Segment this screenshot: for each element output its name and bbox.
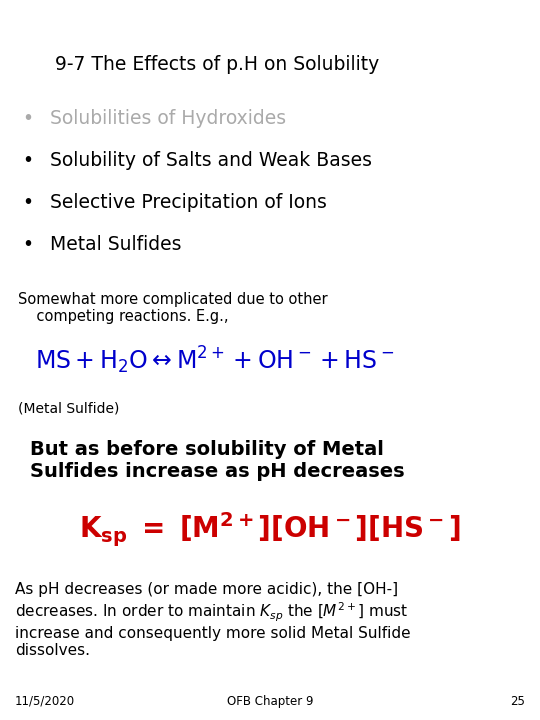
Text: (Metal Sulfide): (Metal Sulfide) (18, 401, 119, 415)
Text: As pH decreases (or made more acidic), the [OH-]
decreases. In order to maintain: As pH decreases (or made more acidic), t… (15, 582, 410, 658)
Text: Solubility of Salts and Weak Bases: Solubility of Salts and Weak Bases (50, 150, 372, 169)
Text: $\rm MS + H_2O \leftrightarrow M^{2+} + OH^- + HS^-$: $\rm MS + H_2O \leftrightarrow M^{2+} + … (35, 344, 394, 376)
Text: OFB Chapter 9: OFB Chapter 9 (227, 695, 313, 708)
Text: •: • (22, 109, 33, 127)
Text: Selective Precipitation of Ions: Selective Precipitation of Ions (50, 192, 327, 212)
Text: Solubilities of Hydroxides: Solubilities of Hydroxides (50, 109, 286, 127)
Text: 9-7 The Effects of p.H on Solubility: 9-7 The Effects of p.H on Solubility (55, 55, 379, 74)
Text: •: • (22, 192, 33, 212)
Text: 11/5/2020: 11/5/2020 (15, 695, 75, 708)
Text: Metal Sulfides: Metal Sulfides (50, 235, 181, 253)
Text: Somewhat more complicated due to other
    competing reactions. E.g.,: Somewhat more complicated due to other c… (18, 292, 328, 325)
Text: •: • (22, 150, 33, 169)
Text: $\bf K_{sp}\ =\ [M^{2+}][OH^-][HS^-]$: $\bf K_{sp}\ =\ [M^{2+}][OH^-][HS^-]$ (79, 510, 461, 549)
Text: 25: 25 (510, 695, 525, 708)
Text: But as before solubility of Metal
Sulfides increase as pH decreases: But as before solubility of Metal Sulfid… (30, 440, 404, 481)
Text: •: • (22, 235, 33, 253)
